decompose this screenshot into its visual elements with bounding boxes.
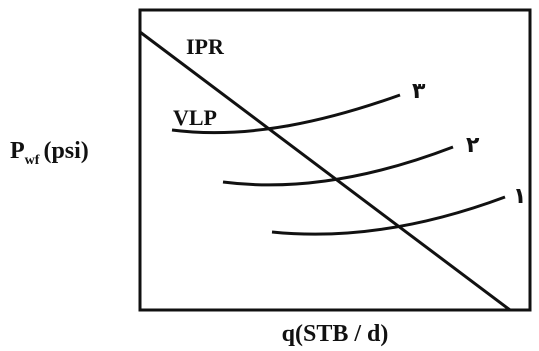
curve-label-3: ٣ [412,79,426,104]
vlp-label: VLP [173,105,217,130]
x-axis-label: q(STB / d) [282,321,389,347]
ipr-label: IPR [186,34,225,59]
y-axis-label: Pwf (psi) [10,138,89,168]
curve-label-1: ١ [513,184,526,209]
plot-frame [138,8,532,312]
y-axis-label-main: P [10,138,25,164]
ipr-line [139,30,511,312]
curve-label-2: ٢ [466,133,480,158]
vlp-curve-3 [171,93,401,135]
vlp-curve-2 [222,145,454,187]
vlp-curve-1 [271,195,506,236]
y-axis-label-sub: wf [25,153,40,168]
y-axis-label-unit: (psi) [43,138,88,164]
